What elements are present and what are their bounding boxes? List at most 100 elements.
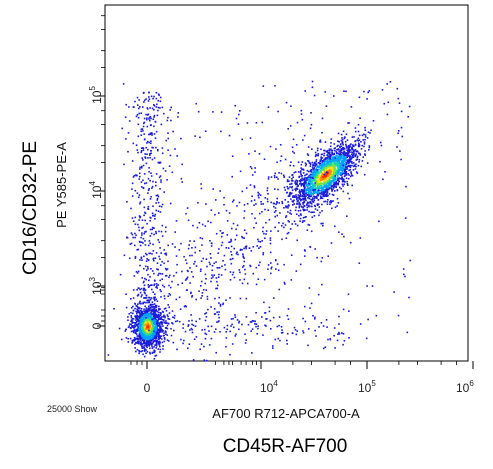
data-point-422 [148,307,151,310]
data-point-1522 [292,180,294,182]
data-point-877 [145,338,148,340]
data-point-879 [153,346,155,348]
data-point-439 [153,314,156,316]
data-point-3305 [137,123,140,126]
data-point-1573 [291,223,293,225]
data-point-2516 [335,164,337,167]
data-point-4238 [208,330,210,332]
data-point-4021 [340,187,342,190]
data-point-3617 [284,199,286,201]
data-point-1286 [135,330,137,333]
data-point-3736 [148,329,150,332]
data-point-3458 [302,139,304,141]
data-point-3612 [191,254,193,257]
data-point-3711 [207,220,209,223]
data-point-1021 [145,344,147,346]
data-point-3958 [359,323,362,325]
data-point-125 [154,317,157,320]
data-point-3529 [312,177,314,180]
data-point-2976 [335,172,337,175]
data-point-3609 [236,251,238,253]
data-point-2489 [309,165,312,167]
data-point-3827 [308,224,311,226]
data-point-2908 [316,191,318,194]
data-point-3189 [148,187,150,190]
data-point-42 [134,324,136,326]
data-point-1886 [313,178,315,180]
data-point-2190 [334,171,336,173]
data-point-3943 [242,265,245,267]
data-point-1525 [356,172,359,175]
data-point-1289 [138,333,141,335]
data-point-1024 [143,297,145,299]
data-point-3052 [148,285,151,287]
data-point-2859 [343,169,346,171]
data-point-3218 [170,119,172,122]
data-point-3132 [152,250,155,252]
data-point-895 [140,329,143,331]
data-point-417 [127,316,129,318]
data-point-3527 [219,303,222,306]
data-point-2622 [303,182,306,185]
data-point-2653 [303,184,305,186]
data-point-4255 [342,343,344,346]
data-point-2860 [306,188,309,191]
data-point-3248 [132,176,135,178]
data-point-2128 [292,204,294,206]
data-point-1253 [138,327,140,330]
data-point-3447 [308,195,310,198]
data-point-3589 [214,297,216,300]
data-point-2165 [293,203,295,205]
data-point-3352 [150,150,152,152]
data-point-4237 [229,353,231,356]
data-point-1162 [167,322,170,325]
data-point-3005 [134,100,136,103]
data-point-3737 [312,201,315,203]
data-point-3934 [308,183,310,185]
data-point-1619 [327,161,329,163]
data-point-1994 [304,177,306,179]
data-point-594 [155,322,157,324]
data-point-3990 [325,105,328,107]
data-point-3457 [329,203,331,206]
data-point-2759 [340,177,342,180]
data-point-3778 [274,215,276,218]
data-point-4123 [235,117,238,120]
data-point-3678 [269,242,272,245]
data-point-1390 [364,150,366,152]
data-point-1915 [326,156,328,159]
data-point-3551 [324,141,327,143]
data-point-2810 [329,173,332,175]
data-point-4057 [148,296,150,299]
data-point-2646 [311,180,313,182]
data-point-3623 [185,278,188,280]
data-point-3157 [144,231,146,233]
data-point-4232 [272,347,274,349]
data-point-2238 [344,164,347,167]
data-point-1177 [152,338,154,341]
data-point-691 [130,319,133,321]
data-point-4067 [170,106,172,109]
data-point-3649 [191,296,193,298]
data-point-1223 [138,334,141,336]
data-point-2921 [363,145,365,148]
data-point-2297 [341,138,344,141]
data-point-3230 [143,117,146,120]
data-point-3169 [153,125,155,128]
data-point-3165 [151,288,153,291]
data-point-3503 [259,246,262,248]
data-point-442 [130,315,132,317]
data-point-535 [140,350,143,353]
data-point-3634 [210,221,212,224]
data-point-3265 [157,109,159,112]
data-point-1197 [157,328,159,331]
data-point-1846 [325,150,328,153]
data-point-3522 [212,276,214,278]
data-point-2987 [275,203,277,206]
data-point-2933 [332,173,335,176]
data-point-901 [145,325,148,328]
data-point-2079 [303,209,305,212]
data-point-3821 [272,202,275,205]
data-point-2285 [336,152,338,154]
data-point-2729 [351,162,353,165]
